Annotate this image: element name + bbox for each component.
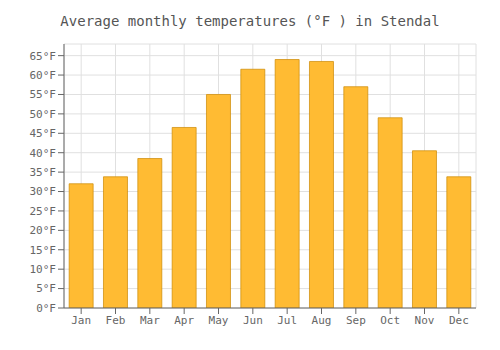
svg-text:Aug: Aug <box>312 314 332 327</box>
svg-text:Nov: Nov <box>415 314 435 327</box>
svg-text:Oct: Oct <box>380 314 400 327</box>
svg-text:25°F: 25°F <box>30 205 57 218</box>
svg-text:35°F: 35°F <box>30 166 57 179</box>
svg-text:65°F: 65°F <box>30 50 57 63</box>
svg-text:Jul: Jul <box>277 314 297 327</box>
svg-text:May: May <box>209 314 229 327</box>
svg-text:Sep: Sep <box>346 314 366 327</box>
svg-text:Dec: Dec <box>449 314 469 327</box>
svg-text:Jun: Jun <box>243 314 263 327</box>
svg-text:40°F: 40°F <box>30 147 57 160</box>
svg-text:30°F: 30°F <box>30 185 57 198</box>
svg-text:20°F: 20°F <box>30 224 57 237</box>
svg-text:Mar: Mar <box>140 314 160 327</box>
svg-text:15°F: 15°F <box>30 244 57 257</box>
svg-text:Jan: Jan <box>71 314 91 327</box>
svg-text:5°F: 5°F <box>36 282 56 295</box>
svg-text:10°F: 10°F <box>30 263 57 276</box>
svg-text:0°F: 0°F <box>36 302 56 315</box>
svg-text:60°F: 60°F <box>30 69 57 82</box>
svg-text:45°F: 45°F <box>30 127 57 140</box>
svg-text:Feb: Feb <box>106 314 126 327</box>
svg-text:55°F: 55°F <box>30 88 57 101</box>
svg-text:Apr: Apr <box>174 314 194 327</box>
svg-text:50°F: 50°F <box>30 108 57 121</box>
html-text:Average monthly temperatures (: Average monthly temperatures (°F ) in St… <box>60 13 440 29</box>
